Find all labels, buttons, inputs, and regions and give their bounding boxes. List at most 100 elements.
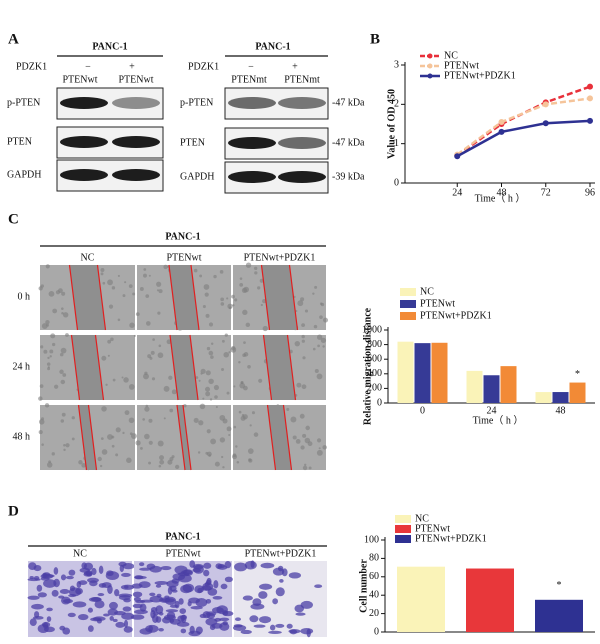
stained-cell: [161, 598, 175, 603]
bar: [500, 366, 517, 403]
cell-texture: [302, 356, 306, 360]
stained-cell: [179, 608, 187, 614]
cell-texture: [248, 458, 253, 463]
scratch-gap: [263, 335, 296, 400]
cell-texture: [145, 321, 151, 326]
cell-texture: [193, 417, 199, 423]
blot-band: [228, 137, 276, 149]
stained-cell: [272, 567, 285, 576]
legend-label: PTENwt+PDZK1: [415, 533, 487, 544]
stained-cell: [40, 573, 54, 579]
row-label: GAPDH: [180, 171, 214, 182]
cell-texture: [38, 396, 43, 401]
cell-texture: [221, 339, 225, 343]
stained-cell: [197, 587, 203, 593]
stained-cell: [118, 595, 131, 601]
cell-texture: [323, 317, 329, 323]
stained-cell: [189, 560, 196, 568]
cell-texture: [60, 379, 66, 385]
cell-texture: [158, 289, 163, 294]
bar: [466, 370, 483, 403]
stained-cell: [217, 565, 228, 570]
cell-texture: [124, 281, 127, 284]
scratch-gap: [177, 405, 191, 470]
data-point: [454, 153, 461, 160]
stained-cell: [138, 581, 151, 589]
cell-texture: [54, 384, 59, 389]
cell-texture: [301, 334, 305, 339]
cell-texture: [45, 264, 50, 269]
y-tick-label: 100: [364, 534, 379, 545]
stained-cell: [37, 592, 47, 598]
scratch-gap: [69, 265, 106, 330]
cell-texture: [322, 345, 325, 348]
stained-cell: [222, 610, 234, 617]
cell-texture: [148, 440, 153, 445]
stained-cell: [112, 618, 118, 623]
cell-texture: [81, 463, 86, 468]
cell-texture: [156, 289, 160, 292]
cell-texture: [41, 323, 48, 329]
cell-texture: [62, 373, 67, 377]
cell-texture: [101, 449, 108, 455]
stained-cell: [288, 572, 301, 579]
stained-cell: [219, 617, 230, 622]
cell-texture: [235, 445, 238, 448]
stained-cell: [77, 613, 89, 621]
cell-texture: [304, 309, 309, 313]
lane-sign: −: [85, 61, 91, 72]
cell-texture: [220, 302, 225, 306]
cell-texture: [234, 298, 238, 302]
cell-texture: [61, 307, 64, 310]
cell-texture: [232, 304, 235, 307]
legend-swatch: [395, 535, 411, 543]
lane-sign: +: [292, 61, 298, 72]
cell-texture: [253, 432, 259, 437]
stained-cell: [158, 627, 164, 632]
stained-cell: [27, 578, 41, 582]
y-tick-label: 20: [369, 608, 379, 619]
lane-label: PTENmt: [284, 74, 320, 85]
stained-cell: [249, 615, 259, 623]
stained-cell: [90, 617, 102, 622]
cell-texture: [301, 339, 305, 343]
stained-cell: [87, 607, 93, 613]
stained-cell: [203, 562, 212, 569]
lane-sign: +: [129, 61, 135, 72]
cell-texture: [39, 384, 44, 388]
edge-line: [77, 404, 88, 471]
cell-texture: [101, 355, 107, 361]
cell-texture: [219, 414, 226, 421]
cell-texture: [143, 273, 147, 278]
lane-sign: −: [248, 61, 254, 72]
stained-cell: [31, 603, 44, 610]
cell-texture: [123, 377, 129, 383]
stained-cell: [87, 625, 94, 632]
panel-title: PANC-1: [165, 231, 200, 242]
legend-label: PTENwt: [415, 523, 450, 534]
stained-cell: [199, 613, 207, 619]
cell-texture: [247, 364, 251, 369]
blot-band: [60, 136, 108, 148]
stained-cell: [149, 592, 156, 597]
cell-texture: [199, 403, 206, 410]
cell-texture: [320, 337, 327, 344]
x-tick-label: 0: [420, 405, 425, 416]
cell-texture: [292, 435, 297, 440]
stained-cell: [65, 575, 74, 580]
stained-cell: [109, 616, 114, 621]
cell-texture: [169, 408, 174, 413]
cell-texture: [198, 379, 201, 382]
legend-swatch: [395, 525, 411, 533]
cell-texture: [208, 454, 211, 457]
cell-texture: [232, 454, 237, 460]
legend-label: PTENwt: [444, 60, 479, 71]
x-tick-label: 24: [452, 187, 462, 198]
stained-cell: [155, 584, 162, 588]
cell-texture: [290, 416, 297, 423]
stained-cell: [139, 603, 147, 612]
cell-texture: [318, 447, 321, 450]
cell-texture: [223, 351, 229, 358]
cell-texture: [47, 366, 50, 369]
stained-cell: [288, 629, 301, 634]
